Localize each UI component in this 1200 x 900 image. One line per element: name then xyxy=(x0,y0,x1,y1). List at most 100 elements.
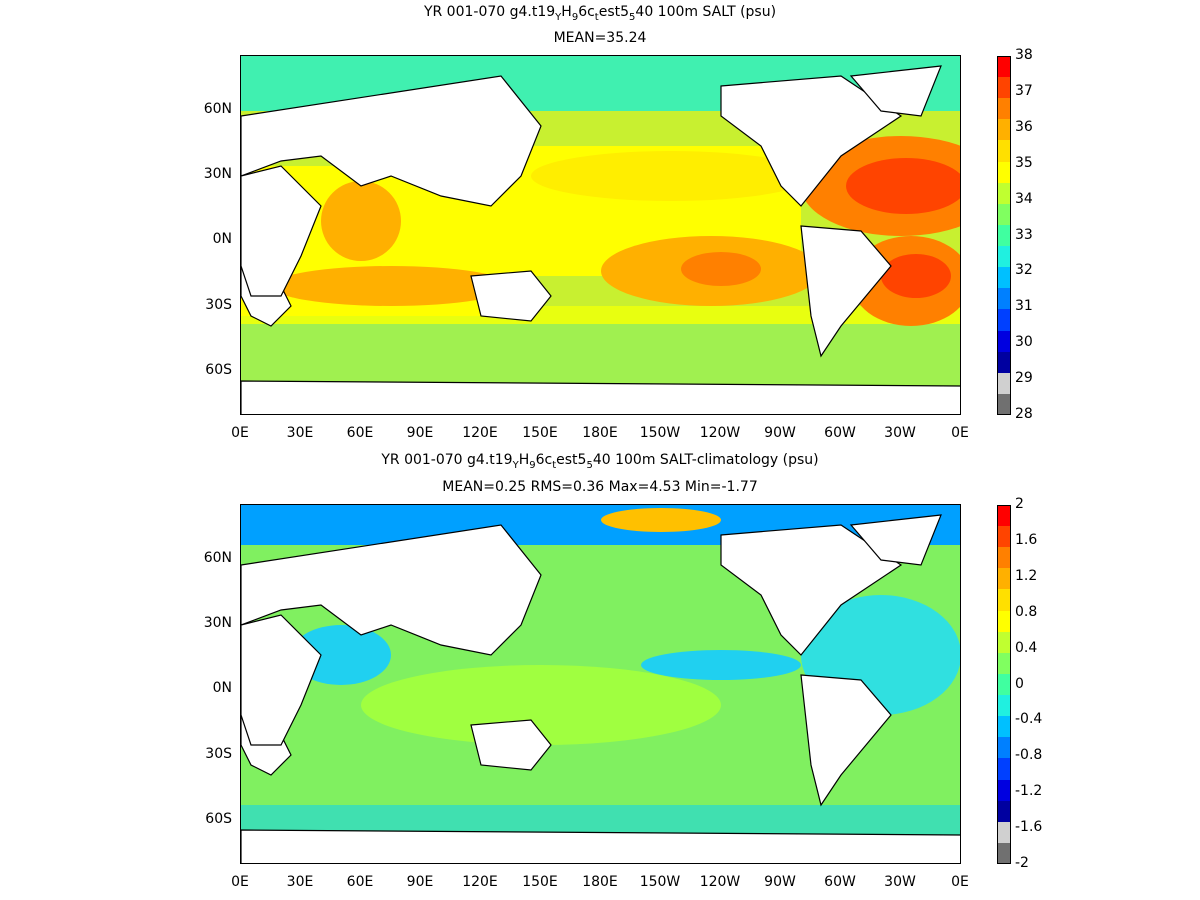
bottom-colorbar-label: -1.6 xyxy=(1015,819,1043,836)
bottom-xtick: 180E xyxy=(582,874,618,890)
top-xtick: 120W xyxy=(699,425,741,441)
bottom-xtick: 30E xyxy=(286,874,314,890)
bottom-colorbar-label: -1.2 xyxy=(1015,783,1043,800)
top-land-eurasia xyxy=(241,75,542,207)
bottom-xtick: 30W xyxy=(884,874,916,890)
top-colorbar-segment xyxy=(997,56,1011,78)
bottom-south-pacific-anom xyxy=(361,665,721,745)
bottom-colorbar-label: 1.2 xyxy=(1015,567,1038,584)
bottom-land-north-america xyxy=(720,524,903,656)
bottom-xtick: 0E xyxy=(231,874,249,890)
bottom-colorbar-segment xyxy=(997,547,1011,569)
top-title: YR 001-070 g4.t19YH96ctest5540 100m SALT… xyxy=(423,4,777,23)
top-ytick: 60N xyxy=(203,100,232,117)
top-colorbar-segment xyxy=(997,372,1011,395)
top-colorbar-segment xyxy=(997,288,1011,310)
bottom-colorbar-segment xyxy=(997,568,1011,590)
bottom-colorbar-label: 2 xyxy=(1015,496,1024,512)
bottom-colorbar-segment xyxy=(997,526,1011,548)
top-land-australia xyxy=(470,270,552,322)
top-north-atlantic-core xyxy=(846,158,960,214)
top-south-indian-high xyxy=(271,266,511,306)
top-colorbar-segment xyxy=(997,267,1011,289)
bottom-colorbar-segment xyxy=(997,505,1011,527)
top-xtick: 30E xyxy=(286,425,314,441)
bottom-land-eurasia xyxy=(241,524,542,656)
bottom-colorbar-label: -0.8 xyxy=(1015,747,1043,764)
top-colorbar-segment xyxy=(997,203,1011,226)
top-ytick: 0N xyxy=(212,231,232,248)
bottom-colorbar-segment xyxy=(997,610,1011,633)
bottom-ytick: 60S xyxy=(205,811,232,828)
bottom-anomaly-map xyxy=(240,504,961,864)
bottom-xtick: 120E xyxy=(462,874,498,890)
top-colorbar-segment xyxy=(997,182,1011,205)
top-xtick: 0E xyxy=(951,425,969,441)
bottom-colorbar-label: 0 xyxy=(1015,675,1024,692)
bottom-equatorial-pacific xyxy=(641,650,801,680)
top-colorbar-label: 37 xyxy=(1015,82,1033,99)
bottom-xtick: 150E xyxy=(522,874,558,890)
bottom-colorbar-segment xyxy=(997,716,1011,738)
bottom-colorbar-label: 0.4 xyxy=(1015,639,1038,656)
bottom-colorbar-label: -2 xyxy=(1015,855,1029,871)
bottom-subtitle: MEAN=0.25 RMS=0.36 Max=4.53 Min=-1.77 xyxy=(442,479,758,495)
top-land-africa xyxy=(241,165,322,297)
top-colorbar-label: 36 xyxy=(1015,118,1033,135)
top-xtick: 90E xyxy=(406,425,434,441)
top-xtick: 180E xyxy=(582,425,618,441)
top-xtick: 150E xyxy=(522,425,558,441)
bottom-indian-fresh xyxy=(291,625,391,685)
bottom-colorbar-segment xyxy=(997,821,1011,844)
top-colorbar-label: 31 xyxy=(1015,298,1033,315)
top-land-antarctica xyxy=(241,380,960,414)
bottom-colorbar-segment xyxy=(997,673,1011,696)
top-land-north-america xyxy=(720,75,903,207)
top-colorbar-segment xyxy=(997,98,1011,120)
top-map-svg xyxy=(241,56,960,414)
bottom-land-africa xyxy=(241,614,322,746)
bottom-xtick: 60E xyxy=(346,874,374,890)
top-colorbar-segment xyxy=(997,393,1011,416)
top-ytick: 60S xyxy=(205,362,232,379)
bottom-ytick: 30N xyxy=(203,615,232,631)
top-colorbar-label: 34 xyxy=(1015,190,1033,207)
bottom-colorbar-label: 1.6 xyxy=(1015,531,1038,548)
top-colorbar-segment xyxy=(997,77,1011,99)
bottom-land-south-america xyxy=(800,674,892,807)
top-colorbar-label: 35 xyxy=(1015,154,1033,171)
top-xtick: 0E xyxy=(231,425,249,441)
top-south-pacific-core xyxy=(681,252,761,286)
bottom-colorbar-segment xyxy=(997,758,1011,781)
bottom-colorbar-segment xyxy=(997,779,1011,802)
top-land-greenland xyxy=(849,65,942,117)
bottom-colorbar-label: -0.4 xyxy=(1015,711,1043,728)
top-subtitle: MEAN=35.24 xyxy=(553,30,647,46)
top-colorbar-label: 29 xyxy=(1015,370,1033,387)
bottom-xtick: 90E xyxy=(406,874,434,890)
bottom-ytick: 60N xyxy=(203,549,232,566)
top-colorbar-segment xyxy=(997,140,1011,163)
bottom-land-australia xyxy=(470,719,552,771)
top-colorbar-label: 28 xyxy=(1015,406,1033,422)
top-colorbar xyxy=(997,56,1011,416)
top-arabian-sea xyxy=(321,181,401,261)
bottom-arctic-salty xyxy=(601,508,721,532)
top-colorbar-segment xyxy=(997,309,1011,332)
bottom-land-greenland xyxy=(849,514,942,566)
bottom-xtick: 90W xyxy=(764,874,796,890)
bottom-colorbar-segment xyxy=(997,842,1011,865)
bottom-ytick: 0N xyxy=(212,680,232,697)
bottom-colorbar-segment xyxy=(997,652,1011,675)
top-colorbar-segment xyxy=(997,224,1011,247)
top-colorbar-segment xyxy=(997,351,1011,374)
top-xtick: 30W xyxy=(884,425,916,441)
bottom-land xyxy=(241,514,960,863)
bottom-colorbar-segment xyxy=(997,800,1011,823)
top-colorbar-label: 32 xyxy=(1015,262,1033,279)
top-xtick: 60E xyxy=(346,425,374,441)
top-land-south-america xyxy=(800,225,892,358)
bottom-ytick: 30S xyxy=(205,745,232,762)
bottom-land-antarctica xyxy=(241,829,960,863)
bottom-xtick: 150W xyxy=(639,874,681,890)
